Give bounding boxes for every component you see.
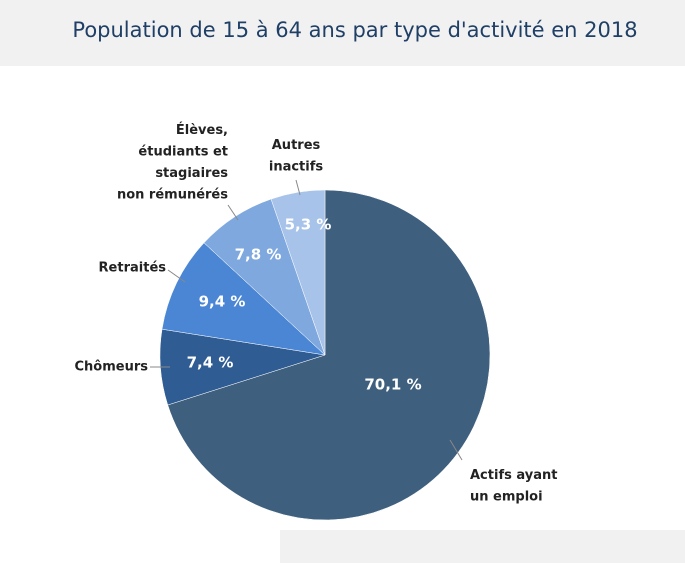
category-label: Élèves, étudiants et stagiaires non rémunér… <box>117 122 228 202</box>
pie <box>159 189 491 521</box>
value-label: 9,4 % <box>199 293 246 311</box>
category-label: Autres inactifs <box>269 138 324 174</box>
pie-slice <box>161 242 326 356</box>
leader-lines <box>150 179 463 461</box>
pie-slice <box>167 189 491 521</box>
footer-band <box>280 530 685 563</box>
value-label: 5,3 % <box>285 216 332 234</box>
pie-slice <box>270 189 326 356</box>
chart-title: Population de 15 à 64 ans par type d'act… <box>72 18 637 42</box>
category-label: Retraités <box>99 261 167 276</box>
value-label: 7,4 % <box>187 354 234 372</box>
category-label: Chômeurs <box>75 360 149 375</box>
value-label: 70,1 % <box>364 376 421 394</box>
title-band <box>0 0 685 66</box>
category-label: Actifs ayant un emploi <box>470 468 557 504</box>
value-label: 7,8 % <box>235 246 282 264</box>
